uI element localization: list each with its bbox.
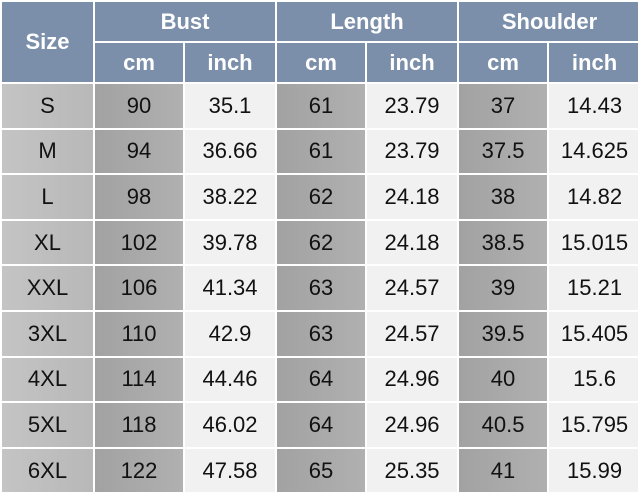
length-cm-cell: 62: [275, 173, 368, 221]
bust-cm-cell: 118: [93, 401, 185, 449]
size-cell: 5XL: [0, 401, 95, 449]
length-inch-cell: 23.79: [365, 127, 460, 176]
bust-inch-cell: 35.1: [182, 82, 278, 130]
unit-header: inch: [182, 41, 278, 84]
table-row: L 98 38.22 62 24.18 38 14.82: [0, 173, 638, 221]
length-inch-cell: 25.35: [365, 446, 460, 495]
length-header: Length: [275, 0, 460, 43]
shoulder-inch-cell: 15.21: [547, 264, 638, 312]
bust-cm-cell: 98: [93, 173, 185, 221]
bust-inch-cell: 42.9: [182, 309, 278, 358]
shoulder-header: Shoulder: [457, 0, 638, 43]
bust-cm-cell: 114: [93, 355, 185, 404]
bust-inch-cell: 36.66: [182, 127, 278, 176]
bust-header: Bust: [92, 0, 278, 43]
shoulder-inch-cell: 15.015: [547, 218, 638, 267]
length-cm-cell: 64: [275, 401, 368, 449]
length-cm-cell: 63: [275, 264, 368, 312]
bust-inch-cell: 44.46: [182, 355, 278, 404]
table-row: XXL 106 41.34 63 24.57 39 15.21: [0, 264, 638, 312]
shoulder-cm-cell: 39: [457, 264, 550, 312]
bust-inch-cell: 46.02: [182, 401, 278, 449]
table-row: 5XL 118 46.02 64 24.96 40.5 15.795: [0, 401, 638, 449]
shoulder-cm-cell: 40: [457, 355, 550, 404]
length-inch-cell: 24.18: [365, 173, 460, 221]
length-inch-cell: 23.79: [365, 82, 460, 130]
shoulder-inch-cell: 15.405: [547, 309, 638, 358]
length-cm-cell: 65: [275, 446, 368, 495]
shoulder-cm-cell: 37: [457, 82, 550, 130]
size-header: Size: [0, 0, 95, 84]
size-cell: XXL: [0, 264, 95, 312]
size-cell: S: [0, 82, 95, 130]
shoulder-cm-cell: 39.5: [457, 309, 550, 358]
length-inch-cell: 24.96: [365, 355, 460, 404]
table-row: 3XL 110 42.9 63 24.57 39.5 15.405: [0, 309, 638, 358]
unit-header: inch: [547, 41, 638, 84]
length-inch-cell: 24.96: [365, 401, 460, 449]
shoulder-inch-cell: 14.625: [547, 127, 638, 176]
size-cell: 4XL: [0, 355, 95, 404]
length-cm-cell: 61: [275, 127, 368, 176]
unit-header: cm: [275, 41, 368, 84]
bust-cm-cell: 90: [93, 82, 185, 130]
table-row: XL 102 39.78 62 24.18 38.5 15.015: [0, 218, 638, 267]
bust-inch-cell: 41.34: [182, 264, 278, 312]
bust-cm-cell: 102: [93, 218, 185, 267]
shoulder-inch-cell: 15.6: [547, 355, 638, 404]
unit-header: cm: [93, 41, 185, 84]
shoulder-cm-cell: 40.5: [457, 401, 550, 449]
length-cm-cell: 64: [275, 355, 368, 404]
length-inch-cell: 24.57: [365, 264, 460, 312]
size-cell: M: [0, 127, 95, 176]
table-row: 6XL 122 47.58 65 25.35 41 15.99: [0, 446, 638, 495]
shoulder-inch-cell: 14.43: [547, 82, 638, 130]
size-cell: 3XL: [0, 309, 95, 358]
bust-inch-cell: 39.78: [182, 218, 278, 267]
shoulder-inch-cell: 15.795: [547, 401, 638, 449]
table-row: 4XL 114 44.46 64 24.96 40 15.6: [0, 355, 638, 404]
length-inch-cell: 24.18: [365, 218, 460, 267]
size-cell: L: [0, 173, 95, 221]
length-cm-cell: 62: [275, 218, 368, 267]
bust-cm-cell: 122: [93, 446, 185, 495]
shoulder-cm-cell: 41: [457, 446, 550, 495]
length-cm-cell: 61: [275, 82, 368, 130]
unit-header: inch: [365, 41, 460, 84]
shoulder-inch-cell: 14.82: [547, 173, 638, 221]
table-row: M 94 36.66 61 23.79 37.5 14.625: [0, 127, 638, 176]
bust-inch-cell: 38.22: [182, 173, 278, 221]
bust-cm-cell: 110: [93, 309, 185, 358]
shoulder-cm-cell: 38.5: [457, 218, 550, 267]
shoulder-cm-cell: 37.5: [457, 127, 550, 176]
bust-cm-cell: 106: [93, 264, 185, 312]
length-inch-cell: 24.57: [365, 309, 460, 358]
shoulder-cm-cell: 38: [457, 173, 550, 221]
size-cell: 6XL: [0, 446, 95, 495]
shoulder-inch-cell: 15.99: [547, 446, 638, 495]
bust-inch-cell: 47.58: [182, 446, 278, 495]
length-cm-cell: 63: [275, 309, 368, 358]
bust-cm-cell: 94: [93, 127, 185, 176]
table-row: S 90 35.1 61 23.79 37 14.43: [0, 82, 638, 130]
size-cell: XL: [0, 218, 95, 267]
unit-header: cm: [457, 41, 550, 84]
